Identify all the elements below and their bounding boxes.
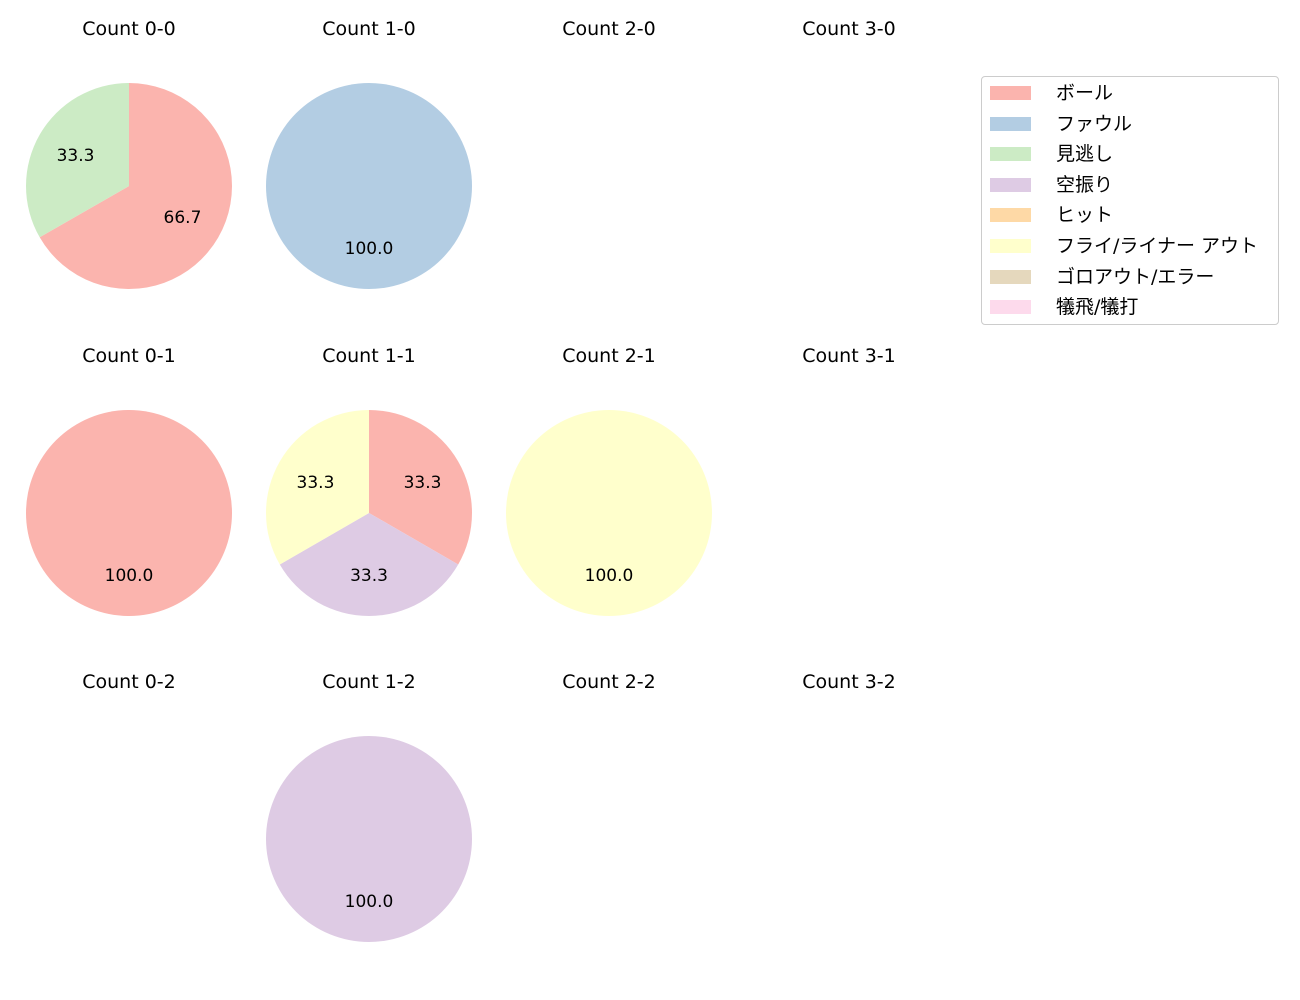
pie-panel: Count 1-2 100.0	[266, 671, 472, 942]
legend-label: ゴロアウト/エラー	[1056, 265, 1215, 288]
legend-swatch	[990, 208, 1031, 223]
legend: ボールファウル見逃し空振りヒットフライ/ライナー アウト ゴロアウト/エラー 犠飛/…	[981, 76, 1279, 325]
pie-panel: Count 2-1 100.0	[506, 345, 712, 616]
pie-title: Count 2-1	[562, 345, 656, 367]
pie-slice-label: 33.3	[404, 473, 442, 493]
legend-item: 見逃し	[990, 143, 1275, 166]
pie-slice-label: 66.7	[164, 208, 202, 228]
pie-panel: Count 3-2	[802, 671, 896, 693]
pie-title: Count 2-2	[562, 671, 656, 693]
pie-slice	[369, 410, 472, 565]
legend-item: 犠飛/犠打	[990, 296, 1275, 319]
legend-swatch	[990, 239, 1031, 253]
pie-slice-label: 33.3	[297, 473, 335, 493]
pie-slice	[39, 83, 233, 289]
pie-title: Count 0-1	[82, 345, 176, 367]
legend-swatch	[990, 116, 1031, 131]
pie-title: Count 1-2	[322, 671, 416, 693]
pie-slice	[266, 83, 472, 289]
legend-swatch	[990, 147, 1031, 162]
pie-panel: Count 3-1	[802, 345, 896, 367]
pie-title: Count 3-2	[802, 671, 896, 693]
pie-slice	[266, 410, 369, 565]
pie-slice-label: 100.0	[105, 566, 154, 586]
pie-title: Count 1-0	[322, 18, 416, 40]
pie-title: Count 3-0	[802, 18, 896, 40]
pie-title: Count 3-1	[802, 345, 896, 367]
legend-item: 空振り	[990, 173, 1275, 196]
pie-panel: Count 2-0	[562, 18, 656, 40]
pie-panel: Count 3-0	[802, 18, 896, 40]
pie-title: Count 0-0	[82, 18, 176, 40]
legend-item: フライ/ライナー アウト	[990, 235, 1275, 257]
legend-item: ボール	[990, 82, 1275, 104]
legend-item: ゴロアウト/エラー	[990, 265, 1275, 288]
legend-item: ファウル	[990, 112, 1275, 135]
pie-slice-label: 33.3	[57, 146, 95, 166]
legend-label: 見逃し	[1056, 143, 1114, 166]
pie-panel: Count 2-2	[562, 671, 656, 693]
legend-label: ファウル	[1056, 112, 1133, 135]
legend-swatch	[990, 177, 1031, 192]
pie-slice	[279, 513, 459, 616]
legend-swatch	[990, 300, 1031, 315]
pie-panel: Count 0-0 66.7 33.3	[26, 18, 233, 289]
legend-item: ヒット	[990, 204, 1275, 227]
pie-slice-label: 100.0	[585, 566, 634, 586]
pie-title: Count 2-0	[562, 18, 656, 40]
pie-slice	[26, 83, 129, 238]
legend-swatch	[990, 269, 1031, 284]
pie-title: Count 0-2	[82, 671, 176, 693]
legend-label: ボール	[1056, 82, 1114, 104]
pie-title: Count 1-1	[322, 345, 416, 367]
legend-label: ヒット	[1056, 204, 1114, 227]
pie-panel: Count 1-1 33.3 33.3 33.3	[266, 345, 472, 616]
pie-slice	[506, 410, 712, 616]
pie-slice-label: 100.0	[345, 239, 394, 259]
pie-slice	[26, 410, 232, 616]
pie-slice-label: 100.0	[345, 892, 394, 912]
pie-slice	[266, 736, 472, 942]
pie-slice-label: 33.3	[350, 566, 388, 586]
legend-label: 犠飛/犠打	[1056, 296, 1139, 319]
legend-label: フライ/ライナー アウト	[1056, 235, 1259, 257]
pie-panel: Count 0-1 100.0	[26, 345, 232, 616]
legend-swatch	[990, 86, 1031, 100]
pie-panel: Count 0-2	[82, 671, 176, 693]
legend-label: 空振り	[1056, 173, 1114, 196]
pie-panel: Count 1-0 100.0	[266, 18, 472, 289]
